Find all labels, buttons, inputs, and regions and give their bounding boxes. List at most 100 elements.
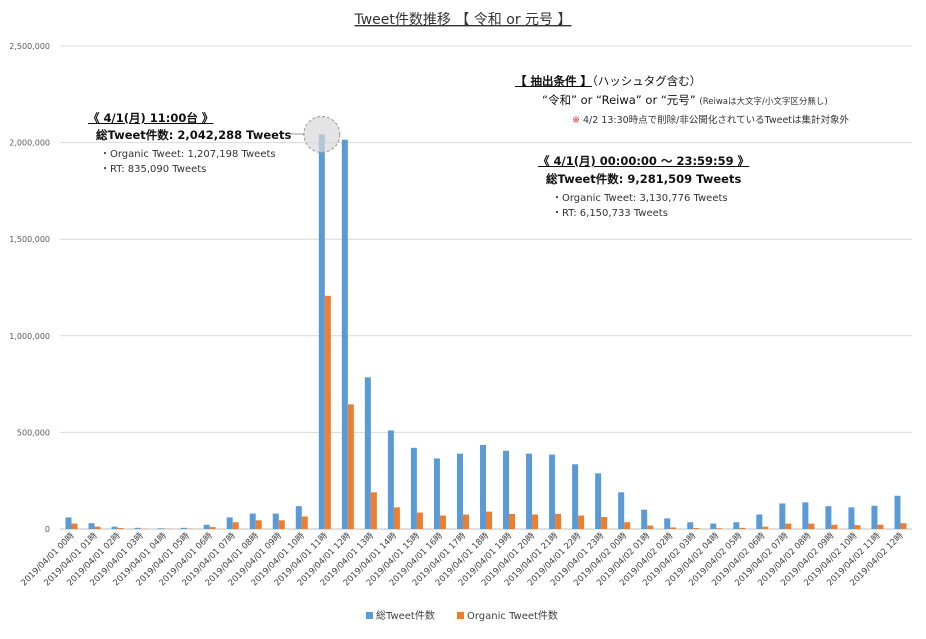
bar-total-tweets [88, 523, 95, 529]
bar-total-tweets [134, 527, 141, 529]
peak-highlight-circle [303, 115, 341, 153]
bar-organic-tweets [462, 514, 469, 529]
bar-total-tweets [618, 492, 625, 529]
legend-label: Organic Tweet件数 [467, 609, 558, 622]
bar-organic-tweets [854, 525, 861, 529]
bar-organic-tweets [255, 520, 262, 529]
bar-total-tweets [756, 514, 763, 529]
bar-total-tweets [526, 453, 533, 529]
peak-annotation-organic: ・Organic Tweet: 1,207,198 Tweets [100, 149, 276, 160]
bar-total-tweets [410, 447, 417, 529]
bar-total-tweets [480, 444, 486, 529]
conditions-query-line: “令和” or “Reiwa” or “元号” (Reiwaは大文字/小文字区分… [542, 92, 828, 108]
y-axis-tick-labels: 0 500,000 1,000,000 1,500,000 2,000,000 2,500… [9, 42, 50, 534]
conditions-title-suffix: （ハッシュタグ含む） [592, 74, 702, 88]
bar-organic-tweets [532, 514, 539, 529]
bar-total-tweets [595, 473, 602, 529]
bar-total-tweets [203, 524, 210, 529]
bar-total-tweets [802, 502, 809, 529]
bar-organic-tweets [624, 522, 631, 529]
bar-organic-tweets [301, 516, 308, 529]
y-tick-label: 2,500,000 [9, 42, 50, 51]
conditions-title: 【 抽出条件 】 [515, 74, 593, 88]
bar-organic-tweets [71, 523, 78, 529]
bar-organic-tweets [762, 526, 769, 529]
y-tick-label: 2,000,000 [9, 139, 50, 148]
conditions-query-note: (Reiwaは大文字/小文字区分無し) [699, 97, 828, 107]
bar-total-tweets [157, 528, 164, 529]
bar-organic-tweets [486, 511, 492, 529]
bar-total-tweets [848, 507, 855, 529]
bar-total-tweets [710, 523, 717, 529]
bar-total-tweets [111, 526, 118, 529]
bar-total-tweets [65, 517, 72, 529]
bar-organic-tweets [117, 528, 124, 529]
bar-organic-tweets [209, 527, 216, 529]
bar-organic-tweets [808, 523, 815, 529]
bar-organic-tweets [347, 404, 354, 529]
bar-total-tweets [894, 495, 901, 529]
bar-organic-tweets [509, 513, 516, 529]
conditions-note-mark: ※ [572, 115, 580, 126]
bar-organic-tweets [693, 528, 700, 529]
conditions-note-line: ※ 4/2 13:30時点で削除/非公開化されているTweetは集計対象外 [572, 112, 849, 126]
bar-organic-tweets [232, 522, 239, 529]
bar-organic-tweets [94, 526, 101, 529]
bar-organic-tweets [900, 523, 907, 529]
bar-total-tweets [456, 453, 463, 529]
bar-total-tweets [180, 527, 187, 529]
bar-organic-tweets [785, 523, 792, 529]
bar-total-tweets [272, 513, 279, 529]
bar-total-tweets [318, 134, 325, 529]
bar-organic-tweets [393, 507, 400, 529]
bar-organic-tweets [439, 515, 446, 529]
bar-organic-tweets [370, 492, 377, 529]
bar-total-tweets [687, 522, 694, 529]
bar-total-tweets [549, 454, 556, 529]
bar-total-tweets [433, 458, 440, 529]
bar-total-tweets [779, 503, 786, 529]
y-tick-label: 500,000 [17, 428, 50, 437]
peak-annotation-title: 《 4/1(月) 11:00台 》 [88, 111, 214, 125]
bar-organic-tweets [278, 520, 285, 529]
bar-organic-tweets [555, 513, 562, 529]
y-tick-label: 1,000,000 [9, 332, 50, 341]
bar-organic-tweets [716, 528, 723, 529]
bar-total-tweets [503, 450, 510, 529]
bar-total-tweets [572, 464, 579, 529]
bar-organic-tweets [416, 512, 423, 529]
legend-swatch [457, 612, 464, 619]
bar-organic-tweets [647, 525, 654, 529]
bar-organic-tweets [324, 295, 331, 529]
peak-annotation-total: 総Tweet件数: 2,042,288 Tweets [96, 128, 292, 142]
bar-organic-tweets [831, 524, 838, 529]
bar-total-tweets [387, 430, 394, 529]
conditions-box: 【 抽出条件 】（ハッシュタグ含む） [515, 73, 701, 89]
bar-organic-tweets [739, 527, 746, 529]
bar-series [65, 134, 907, 529]
bar-total-tweets [641, 509, 648, 529]
bar-total-tweets [364, 377, 371, 529]
bar-organic-tweets [670, 527, 677, 529]
peak-annotation-rt: ・RT: 835,090 Tweets [100, 164, 207, 175]
bar-organic-tweets [578, 515, 585, 529]
legend-swatch [366, 612, 373, 619]
conditions-query: “令和” or “Reiwa” or “元号” [542, 93, 696, 107]
bar-total-tweets [249, 513, 256, 529]
bar-organic-tweets [601, 517, 608, 529]
bar-total-tweets [733, 522, 740, 529]
chart-title: Tweet件数推移 【 令和 or 元号 】 [354, 12, 572, 28]
legend: 総Tweet件数 Organic Tweet件数 [366, 609, 558, 622]
bar-total-tweets [341, 139, 348, 529]
daily-annotation-title: 《 4/1(月) 00:00:00 〜 23:59:59 》 [538, 154, 750, 168]
bar-total-tweets [871, 505, 878, 529]
legend-label: 総Tweet件数 [376, 609, 435, 622]
daily-annotation-total: 総Tweet件数: 9,281,509 Tweets [546, 172, 742, 186]
daily-annotation-rt: ・RT: 6,150,733 Tweets [552, 208, 668, 219]
daily-annotation-organic: ・Organic Tweet: 3,130,776 Tweets [552, 193, 728, 204]
y-tick-label: 1,500,000 [9, 235, 50, 244]
bar-organic-tweets [877, 524, 884, 529]
conditions-note: 4/2 13:30時点で削除/非公開化されているTweetは集計対象外 [583, 115, 850, 126]
